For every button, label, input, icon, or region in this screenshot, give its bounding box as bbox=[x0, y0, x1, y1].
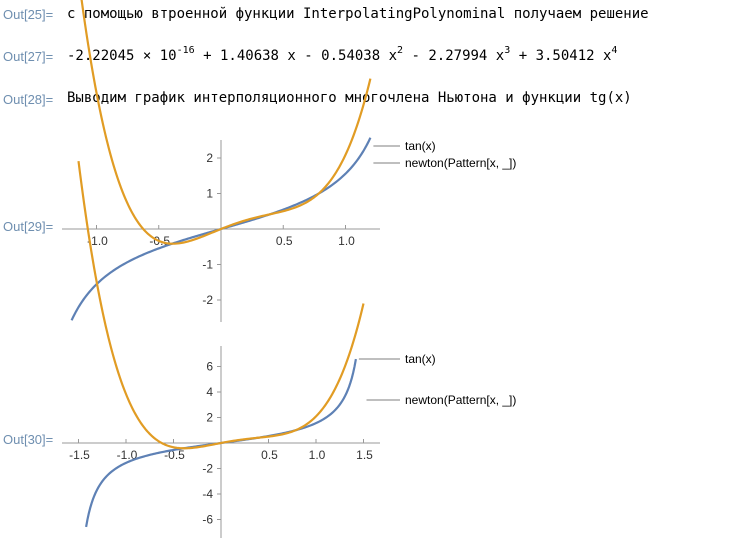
x-tick-label: 0.5 bbox=[276, 234, 293, 248]
exp-2: 2 bbox=[397, 45, 404, 56]
legend-label-newton: newton(Pattern[x, _]) bbox=[405, 393, 516, 407]
y-tick-label: 4 bbox=[206, 385, 213, 399]
term-3: 2.27994 x bbox=[428, 48, 505, 64]
x-tick-label: 0.5 bbox=[261, 448, 278, 462]
y-tick-label: 1 bbox=[206, 187, 213, 201]
y-tick-label: -2 bbox=[202, 462, 213, 476]
minus-1: - bbox=[304, 48, 313, 64]
x-tick-label: -1.0 bbox=[87, 234, 108, 248]
x-tick-label: 1.0 bbox=[338, 234, 355, 248]
coef-0: -2.22045 bbox=[67, 48, 135, 64]
x-tick-label: 1.0 bbox=[309, 448, 326, 462]
out-label-25: Out[25]= bbox=[3, 7, 54, 22]
legend-label-tan: tan(x) bbox=[405, 139, 436, 153]
y-tick-label: -2 bbox=[202, 293, 213, 307]
y-tick-label: -4 bbox=[202, 487, 213, 501]
plus-2: + bbox=[518, 48, 528, 64]
y-tick-label: -1 bbox=[202, 258, 213, 272]
times-sign: × bbox=[142, 48, 152, 64]
y-tick-label: -6 bbox=[202, 513, 213, 527]
plus-1: + bbox=[203, 48, 212, 64]
series-line-newton bbox=[77, 160, 365, 450]
x-tick-label: -1.5 bbox=[69, 448, 90, 462]
term-2: 0.54038 x bbox=[321, 48, 398, 64]
exp-neg16: -16 bbox=[176, 45, 195, 56]
y-tick-label: 2 bbox=[206, 411, 213, 425]
term-4: 3.50412 x bbox=[535, 48, 612, 64]
minus-2: - bbox=[411, 48, 420, 64]
plot-tan-vs-newton-2: -1.5 -1.0 -0.5 0.5 1.0 1.5642-2-4-6tan(x)newt… bbox=[62, 160, 516, 538]
series-line-newton bbox=[80, 0, 372, 245]
plot-tan-vs-newton-1: -1.0 -0.5 0.5 1.021-1-2tan(x)newton(Pattern… bbox=[62, 0, 516, 322]
y-tick-label: 2 bbox=[206, 151, 213, 165]
exp-4: 4 bbox=[611, 45, 618, 56]
output-text-25: с помощью втроенной функции Interpolatin… bbox=[67, 6, 649, 22]
out-label-27: Out[27]= bbox=[3, 49, 54, 64]
out-label-28: Out[28]= bbox=[3, 92, 54, 107]
y-tick-label: 6 bbox=[206, 360, 213, 374]
out-label-30: Out[30]= bbox=[3, 432, 54, 447]
x-tick-label: -1.0 bbox=[117, 448, 138, 462]
legend-label-newton: newton(Pattern[x, _]) bbox=[405, 156, 516, 170]
term-1: 1.40638 x bbox=[219, 48, 296, 64]
exp-3: 3 bbox=[504, 45, 511, 56]
legend-label-tan: tan(x) bbox=[405, 352, 436, 366]
ten: 10 bbox=[159, 48, 177, 64]
output-text-28: Выводим график интерполяционного многочл… bbox=[67, 90, 632, 106]
x-tick-label: 1.5 bbox=[356, 448, 373, 462]
polynomial-output: -2.22045 × 10-16 + 1.40638 x - 0.54038 x… bbox=[67, 45, 617, 64]
out-label-29: Out[29]= bbox=[3, 219, 54, 234]
